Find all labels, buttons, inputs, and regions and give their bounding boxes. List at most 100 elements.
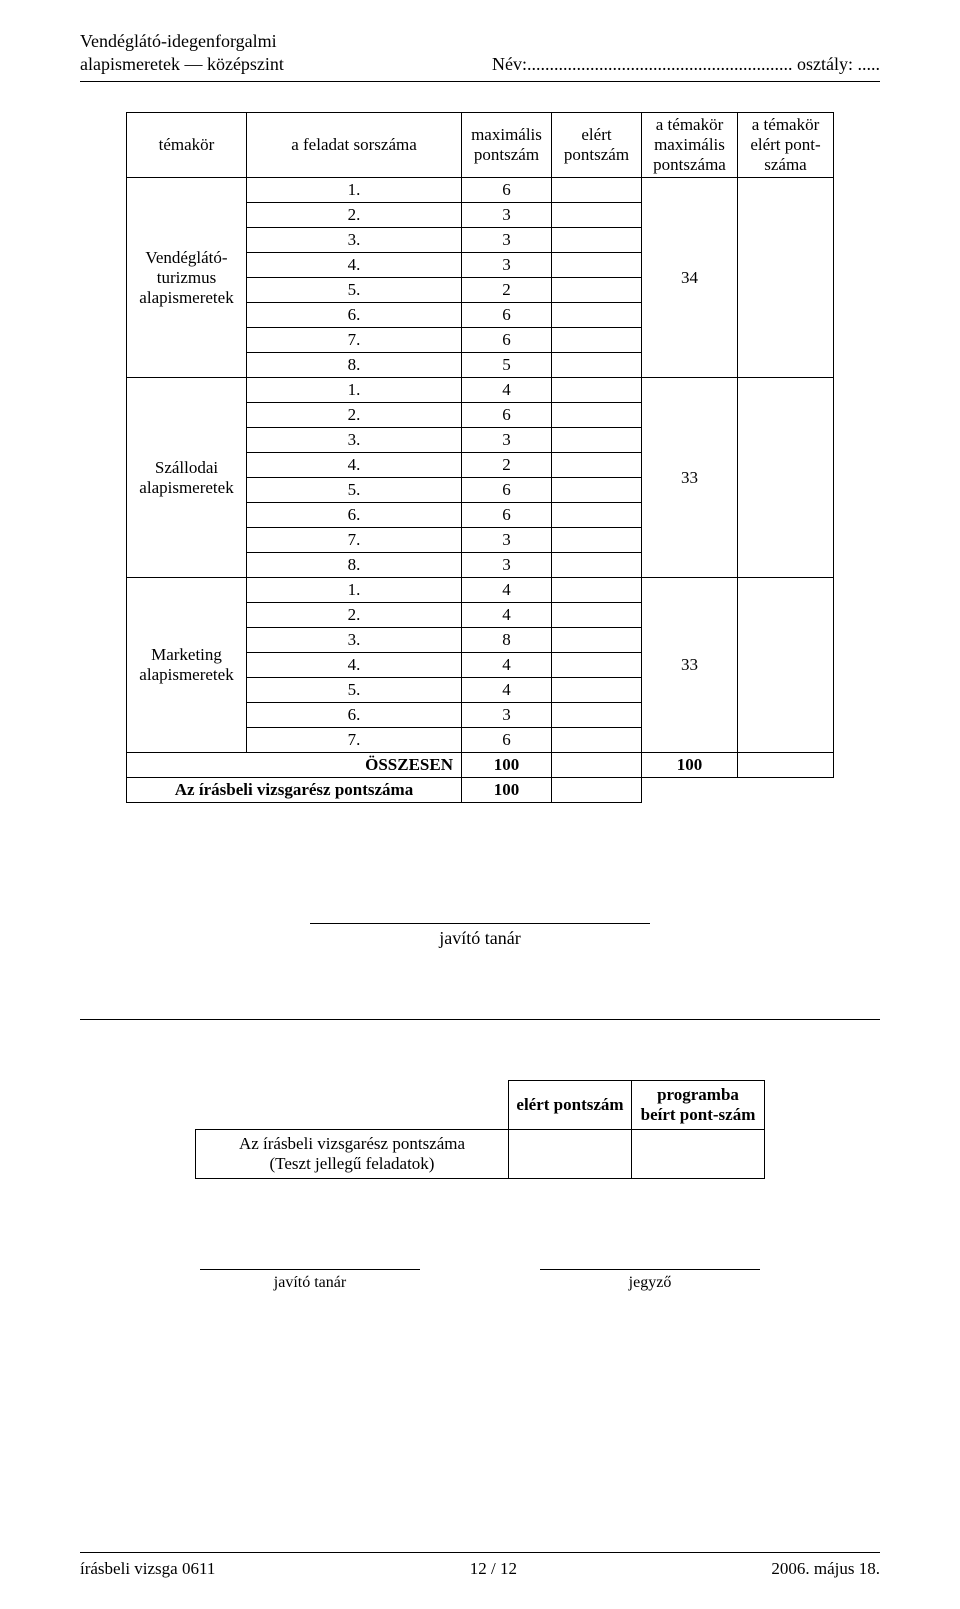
task-max-cell: 6 [462, 403, 552, 428]
task-number-cell: 4. [247, 253, 462, 278]
footer-right: 2006. május 18. [771, 1559, 880, 1579]
task-got-cell [552, 278, 642, 303]
task-number-cell: 7. [247, 528, 462, 553]
task-number-cell: 7. [247, 328, 462, 353]
task-got-cell [552, 303, 642, 328]
topic-max-cell: 34 [642, 178, 738, 378]
entry-row-label-2: (Teszt jellegű feladatok) [270, 1154, 435, 1173]
osszesen-topic-max: 100 [642, 753, 738, 778]
task-max-cell: 6 [462, 328, 552, 353]
section-divider [80, 1019, 880, 1020]
task-got-cell [552, 453, 642, 478]
task-number-cell: 6. [247, 703, 462, 728]
task-max-cell: 6 [462, 303, 552, 328]
task-max-cell: 3 [462, 228, 552, 253]
written-label: Az írásbeli vizsgarész pontszáma [127, 778, 462, 803]
task-number-cell: 7. [247, 728, 462, 753]
teacher-signature-block: javító tanár [310, 923, 650, 949]
scoring-header-row: témakör a feladat sorszáma maximális pon… [127, 113, 834, 178]
task-max-cell: 3 [462, 253, 552, 278]
teacher-label: javító tanár [310, 928, 650, 949]
task-got-cell [552, 428, 642, 453]
task-max-cell: 6 [462, 728, 552, 753]
entry-row-label: Az írásbeli vizsgarész pontszáma (Teszt … [196, 1130, 509, 1179]
task-number-cell: 6. [247, 303, 462, 328]
task-max-cell: 3 [462, 553, 552, 578]
task-max-cell: 3 [462, 203, 552, 228]
entry-row-label-1: Az írásbeli vizsgarész pontszáma [239, 1134, 465, 1153]
task-number-cell: 6. [247, 503, 462, 528]
task-got-cell [552, 403, 642, 428]
task-number-cell: 8. [247, 553, 462, 578]
task-number-cell: 4. [247, 453, 462, 478]
topic-max-cell: 33 [642, 378, 738, 578]
task-number-cell: 4. [247, 653, 462, 678]
osszesen-max: 100 [462, 753, 552, 778]
sig-teacher-line [200, 1269, 420, 1270]
col-task: a feladat sorszáma [247, 113, 462, 178]
entry-table: elért pontszám programba beírt pont-szám… [195, 1080, 765, 1179]
topic-got-cell [738, 178, 834, 378]
task-max-cell: 3 [462, 428, 552, 453]
task-number-cell: 2. [247, 203, 462, 228]
task-max-cell: 5 [462, 353, 552, 378]
task-number-cell: 3. [247, 428, 462, 453]
col-tmax: a témakör maximális pontszáma [642, 113, 738, 178]
task-got-cell [552, 328, 642, 353]
teacher-sign-line [310, 923, 650, 924]
footer-center: 12 / 12 [470, 1559, 517, 1579]
written-max: 100 [462, 778, 552, 803]
footer-left: írásbeli vizsga 0611 [80, 1559, 215, 1579]
task-got-cell [552, 528, 642, 553]
task-number-cell: 1. [247, 578, 462, 603]
page-header: Vendéglátó-idegenforgalmi alapismeretek … [80, 30, 880, 75]
task-max-cell: 2 [462, 278, 552, 303]
task-got-cell [552, 728, 642, 753]
entry-row: Az írásbeli vizsgarész pontszáma (Teszt … [196, 1130, 765, 1179]
task-got-cell [552, 578, 642, 603]
task-max-cell: 6 [462, 178, 552, 203]
task-max-cell: 3 [462, 703, 552, 728]
header-line1: Vendéglátó-idegenforgalmi [80, 31, 277, 51]
task-got-cell [552, 703, 642, 728]
osszesen-label: ÖSSZESEN [127, 753, 462, 778]
task-max-cell: 6 [462, 503, 552, 528]
topic-cell: Vendéglátó-turizmus alapismeretek [127, 178, 247, 378]
task-max-cell: 4 [462, 378, 552, 403]
sig-registrar-line [540, 1269, 760, 1270]
task-got-cell [552, 378, 642, 403]
topic-got-cell [738, 578, 834, 753]
task-max-cell: 8 [462, 628, 552, 653]
header-rule [80, 81, 880, 82]
entry-col-p: programba beírt pont-szám [632, 1081, 765, 1130]
task-max-cell: 3 [462, 528, 552, 553]
topic-max-cell: 33 [642, 578, 738, 753]
task-max-cell: 4 [462, 653, 552, 678]
sig-teacher-label: javító tanár [200, 1274, 420, 1292]
task-got-cell [552, 228, 642, 253]
task-number-cell: 5. [247, 678, 462, 703]
col-got: elért pontszám [552, 113, 642, 178]
table-row: Marketing alapismeretek1.433 [127, 578, 834, 603]
task-max-cell: 4 [462, 678, 552, 703]
task-number-cell: 5. [247, 278, 462, 303]
topic-cell: Szállodai alapismeretek [127, 378, 247, 578]
entry-p-cell [632, 1130, 765, 1179]
total-row: ÖSSZESEN100100 [127, 753, 834, 778]
table-row: Vendéglátó-turizmus alapismeretek1.634 [127, 178, 834, 203]
bottom-signatures: javító tanár jegyző [80, 1269, 880, 1292]
task-got-cell [552, 203, 642, 228]
page-footer: írásbeli vizsga 0611 12 / 12 2006. május… [80, 1552, 880, 1579]
entry-e-cell [509, 1130, 632, 1179]
task-number-cell: 3. [247, 628, 462, 653]
written-got [552, 778, 642, 803]
task-max-cell: 2 [462, 453, 552, 478]
sig-registrar: jegyző [540, 1269, 760, 1292]
task-got-cell [552, 628, 642, 653]
entry-blank [196, 1081, 509, 1130]
col-tgot: a témakör elért pont-száma [738, 113, 834, 178]
osszesen-got [552, 753, 642, 778]
task-got-cell [552, 553, 642, 578]
osszesen-topic-got [738, 753, 834, 778]
written-row: Az írásbeli vizsgarész pontszáma100 [127, 778, 834, 803]
